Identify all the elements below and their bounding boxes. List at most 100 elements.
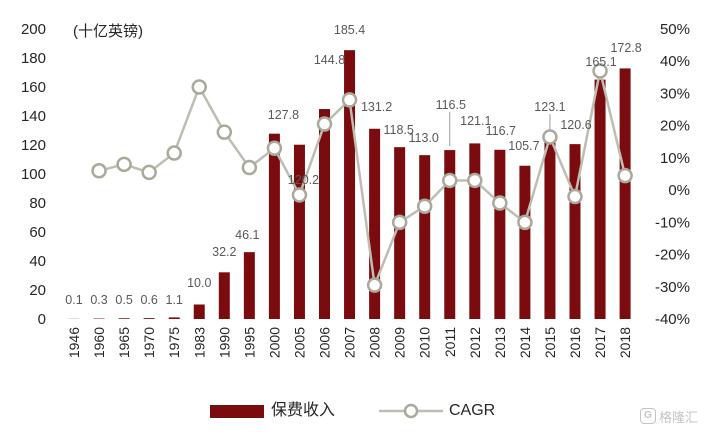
cagr-point xyxy=(116,156,132,173)
bar-value-label: 116.5 xyxy=(436,98,466,112)
bar xyxy=(293,144,305,319)
bar xyxy=(544,140,556,319)
right-axis-tick-label: 20% xyxy=(660,118,690,135)
right-axis-tick-label: 40% xyxy=(660,53,690,70)
left-axis-tick-label: 120 xyxy=(21,137,46,154)
cagr-point xyxy=(517,214,533,231)
x-axis-tick-label: 2015 xyxy=(542,327,558,358)
cagr-point xyxy=(141,164,157,181)
x-axis-tick-label: 1970 xyxy=(141,327,157,358)
bar xyxy=(168,317,180,319)
cagr-point xyxy=(492,195,508,211)
left-axis-tick-label: 40 xyxy=(29,253,46,270)
x-axis-tick-label: 2014 xyxy=(517,327,533,358)
x-axis-tick-label: 2008 xyxy=(367,327,383,358)
bar-value-label: 185.4 xyxy=(334,23,365,37)
bar-value-label: 172.8 xyxy=(610,41,641,55)
cagr-point xyxy=(617,167,633,184)
bar xyxy=(218,272,230,319)
bar xyxy=(594,79,606,319)
x-axis-tick-label: 2005 xyxy=(291,327,307,358)
left-axis-tick-label: 140 xyxy=(21,108,46,125)
x-axis-tick-label: 2016 xyxy=(567,327,583,358)
cagr-point xyxy=(467,172,483,189)
legend-label-cagr: CAGR xyxy=(449,402,496,419)
bar-value-label: 105.7 xyxy=(508,139,539,153)
right-axis-tick-label: 10% xyxy=(660,150,690,167)
watermark-text: 格隆汇 xyxy=(659,409,699,425)
cagr-point xyxy=(416,198,433,214)
bar-value-label: 0.3 xyxy=(90,293,107,307)
cagr-point xyxy=(166,145,182,161)
bar-value-label: 120.6 xyxy=(560,118,591,132)
bar xyxy=(143,318,155,319)
left-axis-tick-label: 100 xyxy=(21,166,46,183)
cagr-point xyxy=(216,124,233,140)
right-axis-tick-label: -20% xyxy=(655,247,690,264)
cagr-point xyxy=(191,79,207,95)
cagr-point xyxy=(341,92,358,108)
x-axis-tick-label: 2000 xyxy=(266,327,282,358)
bar xyxy=(419,155,431,319)
left-axis-tick-label: 160 xyxy=(21,79,46,96)
left-axis-tick-label: 200 xyxy=(21,21,46,38)
left-axis-tick-label: 20 xyxy=(29,282,46,299)
x-axis-tick-label: 1995 xyxy=(241,327,257,358)
right-axis-tick-label: -30% xyxy=(655,279,690,296)
bar xyxy=(619,68,631,319)
x-axis-tick-label: 2018 xyxy=(617,327,633,358)
x-axis-tick-label: 2009 xyxy=(392,327,408,358)
cagr-point xyxy=(316,116,333,132)
left-axis-tick-label: 0 xyxy=(38,311,46,328)
bar-value-label: 120.2 xyxy=(288,173,319,187)
bar-value-label: 165.1 xyxy=(585,55,616,69)
cagr-point xyxy=(91,163,107,179)
bar xyxy=(519,165,531,319)
x-axis-tick-label: 1990 xyxy=(216,327,232,358)
cagr-point xyxy=(567,188,583,205)
right-axis-tick-label: 50% xyxy=(660,21,690,38)
cagr-point xyxy=(442,172,458,189)
bar-value-label: 131.2 xyxy=(361,100,392,114)
bar xyxy=(494,149,506,319)
left-axis-tick-label: 80 xyxy=(29,195,46,212)
bar xyxy=(444,150,456,319)
bar-value-label: 121.1 xyxy=(460,114,491,128)
x-axis-tick-label: 2012 xyxy=(467,327,483,358)
right-axis-tick-label: -10% xyxy=(655,214,690,231)
cagr-point xyxy=(542,129,558,145)
x-axis-tick-label: 2007 xyxy=(342,327,358,358)
bar xyxy=(344,50,356,320)
cagr-point xyxy=(391,214,408,231)
cagr-point xyxy=(266,140,283,156)
left-axis-tick-label: 60 xyxy=(29,224,46,241)
x-axis-tick-label: 1965 xyxy=(116,327,132,358)
bar-value-label: 1.1 xyxy=(166,293,183,307)
right-axis-tick-label: 30% xyxy=(660,85,690,102)
x-axis-tick-label: 1983 xyxy=(191,327,207,358)
legend-swatch-cagr xyxy=(379,403,443,419)
legend-marker xyxy=(403,403,419,419)
bar xyxy=(319,109,330,319)
bar-value-label: 113.0 xyxy=(409,131,439,145)
legend-label-premium-income: 保费收入 xyxy=(271,402,336,419)
cagr-point xyxy=(592,63,608,79)
cagr-point xyxy=(291,187,308,203)
x-axis-tick-label: 1946 xyxy=(66,327,82,358)
x-axis-tick-label: 2017 xyxy=(592,327,608,358)
bar-value-label: 0.1 xyxy=(65,293,82,307)
left-axis-tick-label: 180 xyxy=(21,50,46,67)
x-axis-tick-label: 2010 xyxy=(417,327,433,358)
x-axis-tick-label: 2006 xyxy=(317,327,333,358)
bar-value-label: 116.7 xyxy=(486,124,516,138)
bar-value-label: 127.8 xyxy=(268,108,299,122)
bar xyxy=(369,128,381,319)
bar-value-label: 144.8 xyxy=(314,53,345,67)
watermark-logo: G 格隆汇 xyxy=(640,406,698,426)
right-axis-tick-label: -40% xyxy=(655,311,690,328)
x-axis-tick-label: 1975 xyxy=(166,327,182,358)
bar xyxy=(118,318,130,319)
legend-swatch-premium-income xyxy=(210,405,264,418)
bar xyxy=(268,133,280,319)
